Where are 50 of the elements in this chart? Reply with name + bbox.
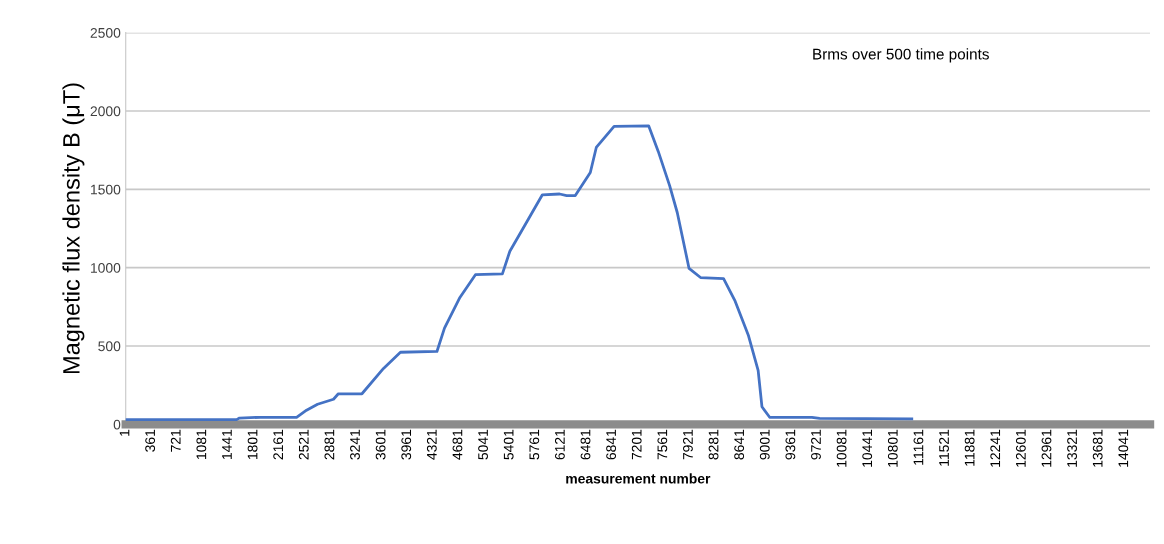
x-tick-label: 721: [170, 429, 181, 452]
y-tick-label: 2000: [90, 106, 121, 117]
x-tick-label: 8281: [708, 429, 719, 460]
x-tick-label: 2161: [273, 429, 284, 460]
x-tick-label: 2881: [324, 429, 335, 460]
x-tick-label: 13681: [1092, 429, 1103, 467]
y-axis-title: Magnetic flux density B (μT): [62, 83, 85, 374]
annotation: Brms over 500 time points: [813, 48, 989, 63]
x-tick-label: 6481: [580, 429, 591, 460]
line-series: [125, 124, 914, 422]
x-tick-label: 9361: [785, 429, 796, 460]
x-tick-label: 2521: [298, 429, 309, 460]
x-tick-label: 1801: [247, 429, 258, 460]
x-tick-label: 14041: [1118, 429, 1129, 467]
x-tick-label: 6841: [606, 429, 617, 460]
x-tick-label: 4681: [452, 429, 463, 460]
x-tick-label: 8641: [734, 429, 745, 460]
x-tick-label: 12241: [990, 429, 1001, 467]
x-tick-label: 10801: [887, 429, 898, 467]
x-tick-label: 7921: [683, 429, 693, 460]
x-tick-label: 7561: [657, 429, 668, 460]
x-tick-label: 9001: [759, 429, 770, 460]
x-tick-label: 5761: [529, 429, 540, 460]
y-tick-label: 500: [98, 341, 121, 352]
x-tick-label: 5041: [478, 429, 488, 460]
x-tick-label: 361: [145, 429, 156, 452]
x-tick-label: 12601: [1015, 429, 1026, 467]
x-tick-label: 4321: [426, 429, 437, 460]
y-tick-label: 2500: [90, 27, 121, 38]
x-tick-label: 1441: [222, 429, 232, 460]
x-tick-label: 6121: [554, 429, 565, 460]
x-tick-label: 11521: [939, 429, 949, 466]
x-tick-label: 13321: [1067, 429, 1077, 467]
x-tick-label: 3601: [375, 429, 386, 460]
x-axis-title: measurement number: [566, 473, 711, 484]
x-tick-label: 10081: [836, 429, 847, 467]
x-tick-label: 3241: [350, 429, 360, 460]
x-tick-label: 10441: [862, 429, 873, 467]
x-tick-label: 11161: [913, 429, 924, 465]
x-tick-label: 12961: [1041, 429, 1052, 467]
x-tick-label: 9721: [811, 429, 821, 460]
x-tick-label: 11881: [964, 429, 975, 466]
y-tick-label: 1500: [91, 184, 121, 195]
x-tick-label: 5401: [503, 429, 514, 460]
y-tick-label: 0: [113, 419, 121, 430]
x-tick-label: 1081: [196, 429, 207, 460]
x-tick-label: 3961: [401, 429, 412, 460]
x-tick-label: 1: [119, 429, 130, 436]
y-tick-label: 1000: [91, 262, 121, 273]
x-tick-label: 7201: [631, 429, 642, 460]
